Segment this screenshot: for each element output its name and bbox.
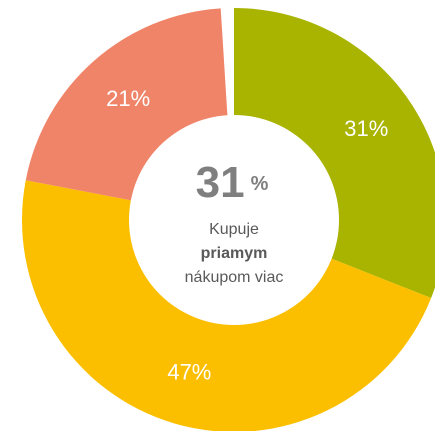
center-number: 31 xyxy=(196,158,245,207)
center-line: priamym xyxy=(201,245,268,262)
center-line: Kupuje xyxy=(209,221,259,238)
value-label: 47% xyxy=(167,359,211,384)
center-unit: % xyxy=(251,173,269,195)
value-label: 31% xyxy=(344,116,388,141)
center-value: 31% xyxy=(196,158,269,207)
donut-hole xyxy=(129,115,339,325)
value-label: 21% xyxy=(106,86,150,111)
center-line: nákupom viac xyxy=(185,269,284,286)
